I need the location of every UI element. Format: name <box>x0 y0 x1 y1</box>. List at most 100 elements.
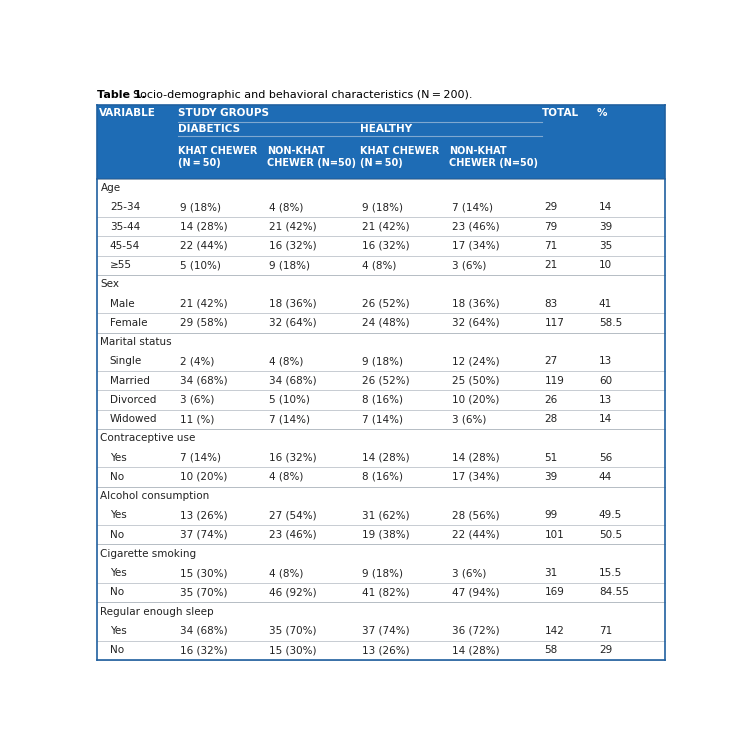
Text: 29: 29 <box>599 645 612 655</box>
Text: No: No <box>110 588 124 597</box>
Text: Contraceptive use: Contraceptive use <box>100 434 196 443</box>
Text: 2 (4%): 2 (4%) <box>180 356 214 367</box>
Text: 71: 71 <box>599 626 612 636</box>
Text: 10 (20%): 10 (20%) <box>180 472 228 482</box>
Text: KHAT CHEWER: KHAT CHEWER <box>178 146 257 156</box>
Text: 7 (14%): 7 (14%) <box>180 453 221 463</box>
Text: 27 (54%): 27 (54%) <box>269 510 317 521</box>
Text: 16 (32%): 16 (32%) <box>269 241 317 251</box>
Text: 5 (10%): 5 (10%) <box>269 395 310 405</box>
Text: 31: 31 <box>545 568 558 578</box>
Text: VARIABLE: VARIABLE <box>99 108 156 118</box>
Text: STUDY GROUPS: STUDY GROUPS <box>178 108 269 118</box>
Text: 22 (44%): 22 (44%) <box>452 530 499 539</box>
Text: 84.55: 84.55 <box>599 588 628 597</box>
Bar <box>96 371 666 391</box>
Bar <box>96 467 666 487</box>
Text: 23 (46%): 23 (46%) <box>269 530 317 539</box>
Bar <box>96 621 666 641</box>
Text: 16 (32%): 16 (32%) <box>362 241 410 251</box>
Text: 5 (10%): 5 (10%) <box>180 260 221 270</box>
Text: 35-44: 35-44 <box>110 222 140 231</box>
Text: ≥55: ≥55 <box>110 260 132 270</box>
Text: NON-KHAT: NON-KHAT <box>267 146 325 156</box>
Text: 7 (14%): 7 (14%) <box>452 202 493 213</box>
Text: 14 (28%): 14 (28%) <box>452 453 499 463</box>
Text: 14 (28%): 14 (28%) <box>180 222 228 231</box>
Bar <box>96 410 666 429</box>
Text: 39: 39 <box>599 222 612 231</box>
Text: 26: 26 <box>545 395 558 405</box>
Text: 3 (6%): 3 (6%) <box>452 568 486 578</box>
Text: 45-54: 45-54 <box>110 241 140 251</box>
Text: 21 (42%): 21 (42%) <box>180 299 228 309</box>
Text: 37 (74%): 37 (74%) <box>362 626 410 636</box>
Bar <box>96 105 666 179</box>
Text: 29 (58%): 29 (58%) <box>180 318 228 328</box>
Text: 71: 71 <box>545 241 558 251</box>
Text: Yes: Yes <box>110 626 127 636</box>
Text: Cigarette smoking: Cigarette smoking <box>100 549 197 559</box>
Text: 58.5: 58.5 <box>599 318 622 328</box>
Bar <box>96 256 666 275</box>
Text: 4 (8%): 4 (8%) <box>269 472 303 482</box>
Text: 26 (52%): 26 (52%) <box>362 376 410 385</box>
Text: Widowed: Widowed <box>110 414 157 424</box>
Bar <box>96 237 666 256</box>
Text: 25-34: 25-34 <box>110 202 140 213</box>
Text: 21 (42%): 21 (42%) <box>362 222 410 231</box>
Text: CHEWER (N=50): CHEWER (N=50) <box>449 158 538 168</box>
Text: 26 (52%): 26 (52%) <box>362 299 410 309</box>
Text: 18 (36%): 18 (36%) <box>452 299 499 309</box>
Text: 41 (82%): 41 (82%) <box>362 588 410 597</box>
Text: 58: 58 <box>545 645 558 655</box>
Text: 16 (32%): 16 (32%) <box>180 645 228 655</box>
Text: 4 (8%): 4 (8%) <box>269 568 303 578</box>
Text: No: No <box>110 472 124 482</box>
Text: 34 (68%): 34 (68%) <box>180 626 228 636</box>
Text: 4 (8%): 4 (8%) <box>362 260 397 270</box>
Text: 13: 13 <box>599 395 612 405</box>
Text: 17 (34%): 17 (34%) <box>452 472 499 482</box>
Text: 47 (94%): 47 (94%) <box>452 588 499 597</box>
Text: 7 (14%): 7 (14%) <box>269 414 310 424</box>
Bar <box>96 602 666 621</box>
Text: 7 (14%): 7 (14%) <box>362 414 404 424</box>
Text: Single: Single <box>110 356 142 367</box>
Text: 22 (44%): 22 (44%) <box>180 241 228 251</box>
Text: 24 (48%): 24 (48%) <box>362 318 410 328</box>
Bar <box>96 217 666 237</box>
Bar <box>96 545 666 564</box>
Text: (N = 50): (N = 50) <box>360 158 403 168</box>
Text: 32 (64%): 32 (64%) <box>452 318 499 328</box>
Text: 9 (18%): 9 (18%) <box>362 202 404 213</box>
Text: Regular enough sleep: Regular enough sleep <box>100 606 214 617</box>
Text: 4 (8%): 4 (8%) <box>269 202 303 213</box>
Text: 34 (68%): 34 (68%) <box>180 376 228 385</box>
Bar <box>96 294 666 313</box>
Text: 3 (6%): 3 (6%) <box>180 395 214 405</box>
Text: 169: 169 <box>545 588 565 597</box>
Text: Socio-demographic and behavioral characteristics (N = 200).: Socio-demographic and behavioral charact… <box>126 91 473 100</box>
Text: TOTAL: TOTAL <box>542 108 580 118</box>
Text: 117: 117 <box>545 318 565 328</box>
Text: 9 (18%): 9 (18%) <box>180 202 221 213</box>
Text: 41: 41 <box>599 299 612 309</box>
Text: KHAT CHEWER: KHAT CHEWER <box>360 146 439 156</box>
Text: 37 (74%): 37 (74%) <box>180 530 228 539</box>
Text: Yes: Yes <box>110 510 127 521</box>
Text: 21: 21 <box>545 260 558 270</box>
Text: 28 (56%): 28 (56%) <box>452 510 499 521</box>
Text: (N = 50): (N = 50) <box>178 158 221 168</box>
Text: Yes: Yes <box>110 453 127 463</box>
Text: HEALTHY: HEALTHY <box>360 124 413 134</box>
Bar <box>96 391 666 410</box>
Text: 12 (24%): 12 (24%) <box>452 356 499 367</box>
Text: Divorced: Divorced <box>110 395 156 405</box>
Text: Marital status: Marital status <box>100 337 172 347</box>
Text: 49.5: 49.5 <box>599 510 622 521</box>
Bar <box>96 525 666 545</box>
Text: 9 (18%): 9 (18%) <box>362 356 404 367</box>
Text: 35: 35 <box>599 241 612 251</box>
Text: 11 (%): 11 (%) <box>180 414 214 424</box>
